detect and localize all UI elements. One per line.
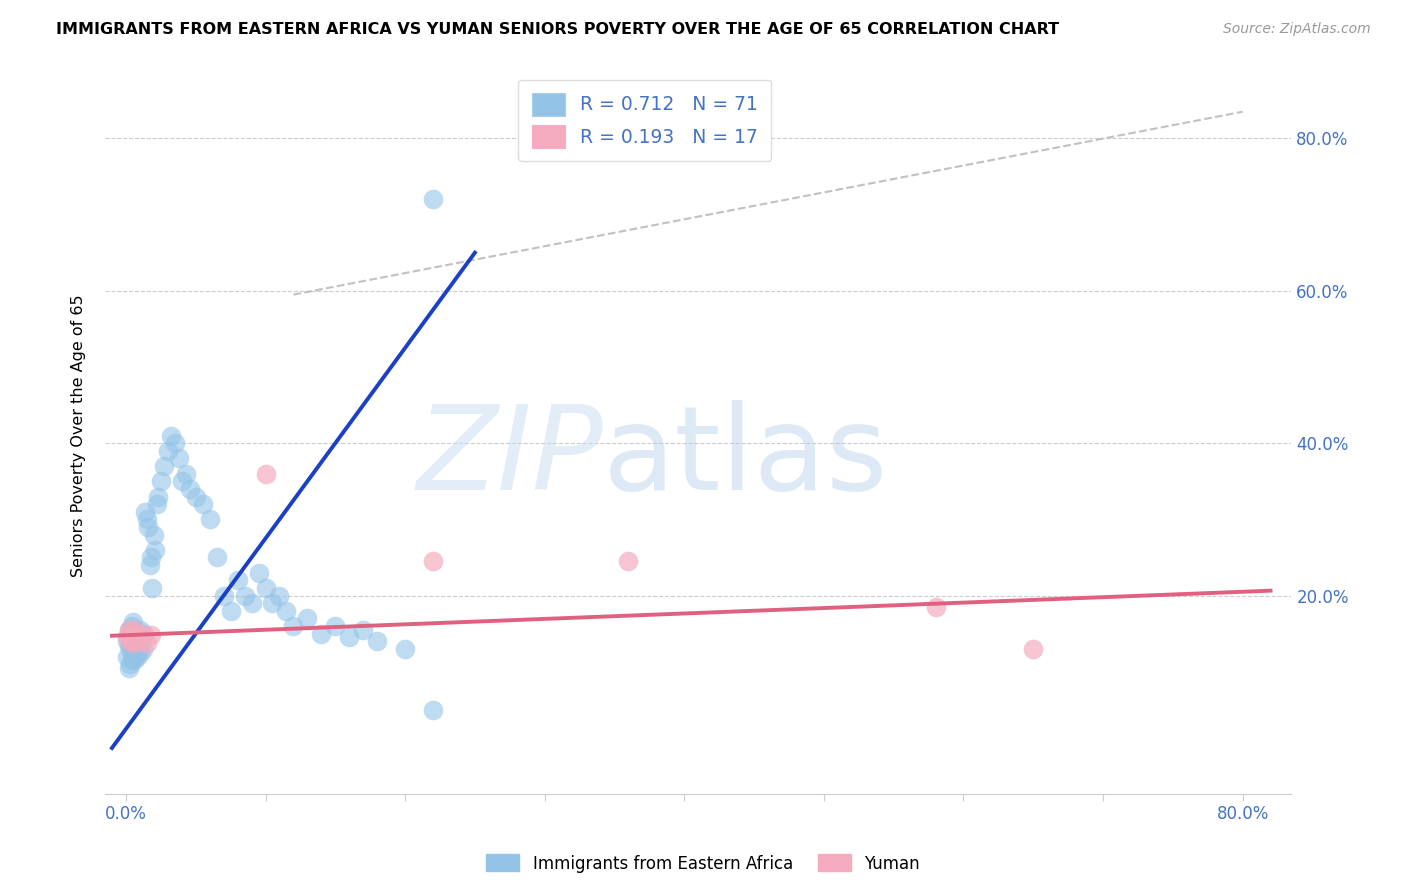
- Point: [240, 596, 263, 610]
- Point: [127, 626, 149, 640]
- Point: [135, 636, 157, 650]
- Point: [247, 566, 270, 580]
- Point: [127, 626, 149, 640]
- Point: [422, 192, 444, 206]
- Point: [205, 550, 228, 565]
- Point: [135, 512, 157, 526]
- Point: [352, 623, 374, 637]
- Point: [134, 505, 156, 519]
- Point: [297, 611, 319, 625]
- Point: [124, 623, 146, 637]
- Point: [127, 649, 149, 664]
- Point: [128, 623, 150, 637]
- Point: [128, 634, 150, 648]
- Point: [136, 520, 159, 534]
- Point: [117, 631, 139, 645]
- Point: [152, 458, 174, 473]
- Point: [143, 542, 166, 557]
- Point: [179, 482, 201, 496]
- Point: [170, 475, 193, 489]
- Point: [422, 703, 444, 717]
- Text: atlas: atlas: [603, 400, 889, 515]
- Point: [283, 619, 305, 633]
- Text: IMMIGRANTS FROM EASTERN AFRICA VS YUMAN SENIORS POVERTY OVER THE AGE OF 65 CORRE: IMMIGRANTS FROM EASTERN AFRICA VS YUMAN …: [56, 22, 1059, 37]
- Point: [262, 596, 284, 610]
- Point: [219, 604, 242, 618]
- Point: [149, 475, 172, 489]
- Point: [128, 646, 150, 660]
- Point: [226, 574, 249, 588]
- Point: [184, 490, 207, 504]
- Point: [139, 628, 162, 642]
- Point: [118, 661, 141, 675]
- Point: [337, 631, 360, 645]
- Legend: R = 0.712   N = 71, R = 0.193   N = 17: R = 0.712 N = 71, R = 0.193 N = 17: [519, 79, 772, 161]
- Point: [121, 638, 143, 652]
- Point: [121, 653, 143, 667]
- Point: [254, 581, 277, 595]
- Point: [124, 623, 146, 637]
- Point: [142, 527, 165, 541]
- Y-axis label: Seniors Poverty Over the Age of 65: Seniors Poverty Over the Age of 65: [72, 294, 86, 577]
- Point: [617, 554, 640, 568]
- Point: [141, 581, 163, 595]
- Point: [145, 497, 167, 511]
- Point: [122, 634, 145, 648]
- Point: [120, 626, 142, 640]
- Point: [127, 641, 149, 656]
- Point: [120, 634, 142, 648]
- Point: [125, 632, 148, 646]
- Point: [118, 623, 141, 637]
- Text: Source: ZipAtlas.com: Source: ZipAtlas.com: [1223, 22, 1371, 37]
- Point: [117, 649, 139, 664]
- Point: [121, 619, 143, 633]
- Point: [138, 558, 160, 573]
- Legend: Immigrants from Eastern Africa, Yuman: Immigrants from Eastern Africa, Yuman: [479, 847, 927, 880]
- Point: [129, 634, 152, 648]
- Point: [394, 641, 416, 656]
- Point: [174, 467, 197, 481]
- Point: [276, 604, 298, 618]
- Point: [269, 589, 291, 603]
- Point: [122, 615, 145, 630]
- Point: [120, 641, 142, 656]
- Point: [125, 646, 148, 660]
- Point: [117, 634, 139, 648]
- Text: ZIP: ZIP: [416, 400, 603, 514]
- Point: [191, 497, 214, 511]
- Point: [254, 467, 277, 481]
- Point: [120, 657, 142, 672]
- Point: [924, 599, 946, 614]
- Point: [159, 428, 181, 442]
- Point: [1022, 641, 1045, 656]
- Point: [121, 628, 143, 642]
- Point: [167, 451, 190, 466]
- Point: [122, 649, 145, 664]
- Point: [122, 636, 145, 650]
- Point: [198, 512, 221, 526]
- Point: [139, 550, 162, 565]
- Point: [132, 626, 155, 640]
- Point: [233, 589, 256, 603]
- Point: [156, 443, 179, 458]
- Point: [146, 490, 169, 504]
- Point: [125, 631, 148, 645]
- Point: [366, 634, 388, 648]
- Point: [212, 589, 235, 603]
- Point: [131, 628, 153, 642]
- Point: [127, 631, 149, 645]
- Point: [131, 641, 153, 656]
- Point: [323, 619, 346, 633]
- Point: [118, 638, 141, 652]
- Point: [311, 626, 333, 640]
- Point: [163, 436, 186, 450]
- Point: [422, 554, 444, 568]
- Point: [124, 653, 146, 667]
- Point: [124, 641, 146, 656]
- Point: [118, 623, 141, 637]
